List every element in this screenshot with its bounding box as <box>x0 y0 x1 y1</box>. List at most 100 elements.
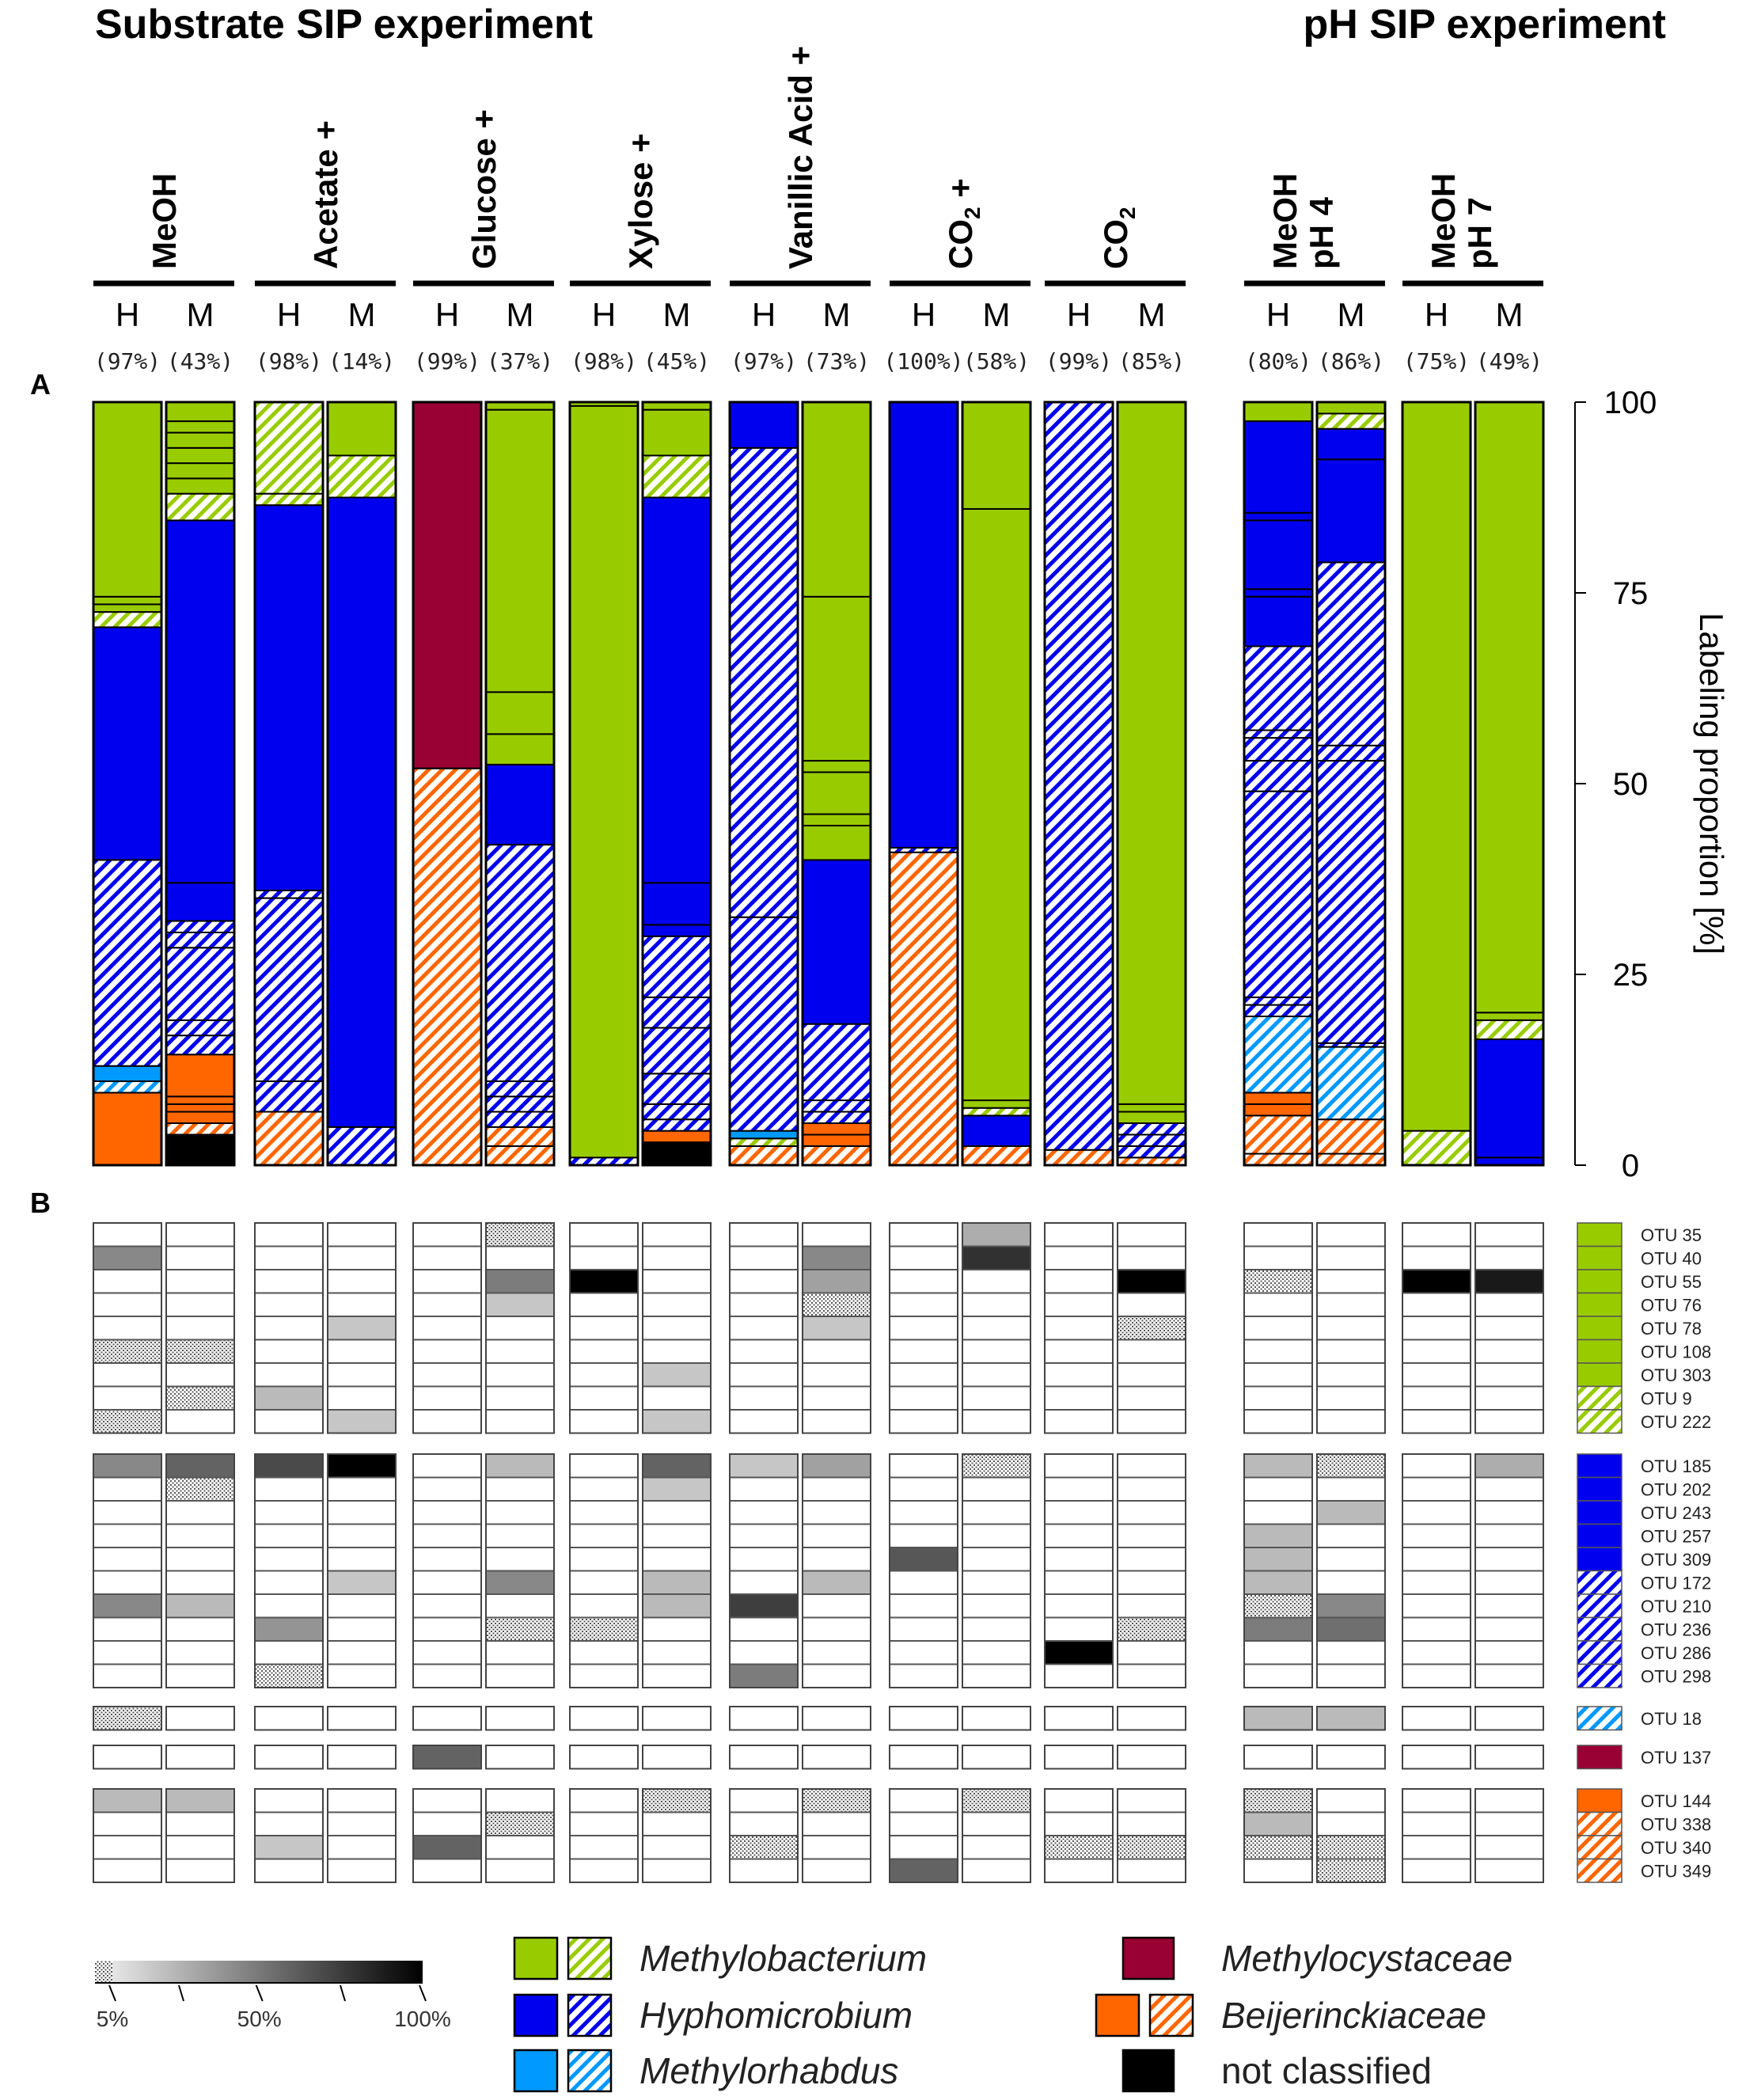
heat-cell-otu-55-13 <box>1117 1269 1186 1294</box>
bar-segment-acetate-plus-1-0-hyphomicrobium-1 <box>254 1080 324 1113</box>
heat-col-methylobacterium-10 <box>889 1222 958 1434</box>
heatmap <box>93 1222 1544 1883</box>
otu-swatch-otu-76 <box>1577 1292 1622 1317</box>
heat-cell-otu-40-15 <box>1316 1245 1386 1270</box>
heat-cell-otu-222-2 <box>254 1409 324 1434</box>
heat-cell-otu-338-6 <box>569 1811 639 1836</box>
heat-cell-otu-55-8 <box>729 1269 799 1294</box>
heat-cell-otu-137-11 <box>962 1745 1031 1770</box>
heat-cell-otu-40-1 <box>165 1245 235 1270</box>
bar-segment-co2-6-1-methylobacterium-5 <box>1117 1103 1186 1113</box>
bar-segment-meohph-4-7-0-hyphomicrobium-13 <box>1243 588 1313 598</box>
otu-swatch-otu-40 <box>1577 1245 1622 1270</box>
heat-col-beijerinckiaceae-7 <box>642 1788 712 1883</box>
heat-cell-otu-243-17 <box>1474 1500 1544 1525</box>
heat-cell-otu-55-2 <box>254 1269 324 1294</box>
heat-col-methylocystaceae-16 <box>1402 1745 1471 1770</box>
legend-label-not-classified: not classified <box>1221 2050 1432 2091</box>
heat-cell-otu-78-4 <box>412 1316 482 1341</box>
bar-segment-glucose-plus-2-1-methylobacterium-9 <box>485 408 555 693</box>
heat-cell-otu-18-4 <box>412 1706 482 1731</box>
bar-segment-co2-6-0-beijerinckiaceae-0 <box>1044 1149 1114 1166</box>
heat-cell-otu-349-3 <box>327 1858 397 1883</box>
heat-cell-otu-18-3 <box>327 1706 397 1731</box>
bar-segment-acetate-plus-1-1-hyphomicrobium-0 <box>327 1126 397 1167</box>
heat-cell-otu-340-8 <box>729 1835 799 1860</box>
heat-cell-otu-108-17 <box>1474 1339 1544 1364</box>
heat-cell-otu-108-1 <box>165 1339 235 1364</box>
bar-segment-vanillic-acid-plus-4-1-methylobacterium-10 <box>802 760 871 773</box>
heat-col-methylobacterium-5 <box>485 1222 555 1434</box>
heat-cell-otu-338-3 <box>327 1811 397 1836</box>
heat-cell-otu-76-15 <box>1316 1292 1386 1317</box>
heat-cell-otu-236-16 <box>1402 1616 1471 1642</box>
otu-swatch-otu-172 <box>1577 1570 1622 1595</box>
bar-outline-glucose-plus-2-1 <box>484 401 556 1167</box>
heat-col-methylobacterium-11 <box>962 1222 1031 1434</box>
heat-col-methylocystaceae-9 <box>802 1745 871 1770</box>
otu-label-otu-338: OTU 338 <box>1641 1814 1711 1834</box>
bar-segment-acetate-plus-1-0-beijerinckiaceae-0 <box>254 1111 324 1167</box>
legend-swatch-not-classified <box>1121 2049 1175 2093</box>
heat-col-methylocystaceae-14 <box>1243 1745 1313 1770</box>
heat-cell-otu-257-6 <box>569 1523 639 1548</box>
heat-cell-otu-286-3 <box>327 1640 397 1665</box>
heat-cell-otu-202-5 <box>485 1476 555 1502</box>
heat-cell-otu-210-13 <box>1117 1593 1186 1619</box>
heat-cell-otu-210-3 <box>327 1593 397 1619</box>
bar-segment-meoh-0-0-beijerinckiaceae-0 <box>93 1092 162 1167</box>
heat-col-hyphomicrobium-3 <box>327 1453 397 1688</box>
bar-segment-glucose-plus-2-1-beijerinckiaceae-1 <box>485 1126 555 1147</box>
legend-label-methylorhabdus: Methylorhabdus <box>639 2050 898 2091</box>
heat-cell-otu-303-9 <box>802 1362 871 1388</box>
heat-col-hyphomicrobium-17 <box>1474 1453 1544 1688</box>
heat-cell-otu-35-10 <box>889 1222 958 1247</box>
heat-cell-otu-144-6 <box>569 1788 639 1813</box>
heat-cell-otu-18-11 <box>962 1706 1031 1731</box>
heat-cell-otu-349-14 <box>1243 1858 1313 1883</box>
heat-cell-otu-18-17 <box>1474 1706 1544 1731</box>
bar-outline-co2-plus-5-0 <box>888 401 959 1167</box>
bar-segment-meohph-4-7-0-methylorhabdus-4 <box>1243 1016 1313 1094</box>
bar-segment-meohph-4-7-1-beijerinckiaceae-0 <box>1316 1153 1386 1167</box>
heat-cell-otu-243-5 <box>485 1500 555 1525</box>
heat-cell-otu-9-11 <box>962 1385 1031 1411</box>
heat-cell-otu-222-13 <box>1117 1409 1186 1434</box>
heat-cell-otu-257-9 <box>802 1523 871 1548</box>
heat-cell-otu-137-0 <box>93 1745 162 1770</box>
legend-swatch-solid-methylorhabdus <box>513 2049 559 2093</box>
heat-cell-otu-236-10 <box>889 1616 958 1642</box>
heat-cell-otu-257-1 <box>165 1523 235 1548</box>
heat-cell-otu-340-4 <box>412 1835 482 1860</box>
bar-pct-acetate-plus-1-1: (14%) <box>328 348 395 374</box>
bar-outline-acetate-plus-1-1 <box>326 401 397 1167</box>
heat-cell-otu-236-6 <box>569 1616 639 1642</box>
heat-col-methylorhabdus-8 <box>729 1706 799 1731</box>
otu-swatch-otu-210 <box>1577 1593 1622 1619</box>
heat-cell-otu-137-14 <box>1243 1745 1313 1770</box>
bar-segment-glucose-plus-2-0-beijerinckiaceae-0 <box>412 767 482 1166</box>
heat-col-methylorhabdus-4 <box>412 1706 482 1731</box>
bar-segment-glucose-plus-2-1-beijerinckiaceae-0 <box>485 1145 555 1167</box>
heat-cell-otu-172-17 <box>1474 1570 1544 1595</box>
bar-label-xylose-plus-3-0: H <box>592 296 616 333</box>
heat-cell-otu-338-14 <box>1243 1811 1313 1836</box>
heat-cell-otu-257-10 <box>889 1523 958 1548</box>
heat-cell-otu-309-15 <box>1316 1547 1386 1572</box>
heat-col-methylobacterium-2 <box>254 1222 324 1434</box>
heat-cell-otu-286-12 <box>1044 1640 1114 1665</box>
legend-swatch-hatch-methylorhabdus <box>567 2049 613 2093</box>
heat-cell-otu-349-8 <box>729 1858 799 1883</box>
heat-cell-otu-9-7 <box>642 1385 712 1411</box>
heat-cell-otu-210-9 <box>802 1593 871 1619</box>
otu-label-otu-243: OTU 243 <box>1641 1503 1711 1523</box>
heat-cell-otu-78-14 <box>1243 1316 1313 1341</box>
heat-col-methylocystaceae-3 <box>327 1745 397 1770</box>
heat-cell-otu-303-10 <box>889 1362 958 1388</box>
heat-cell-otu-210-16 <box>1402 1593 1471 1619</box>
heat-cell-otu-144-2 <box>254 1788 324 1813</box>
heat-cell-otu-257-17 <box>1474 1523 1544 1548</box>
heat-cell-otu-338-16 <box>1402 1811 1471 1836</box>
heat-cell-otu-18-8 <box>729 1706 799 1731</box>
bar-segment-glucose-plus-2-1-hyphomicrobium-2 <box>485 1111 555 1128</box>
